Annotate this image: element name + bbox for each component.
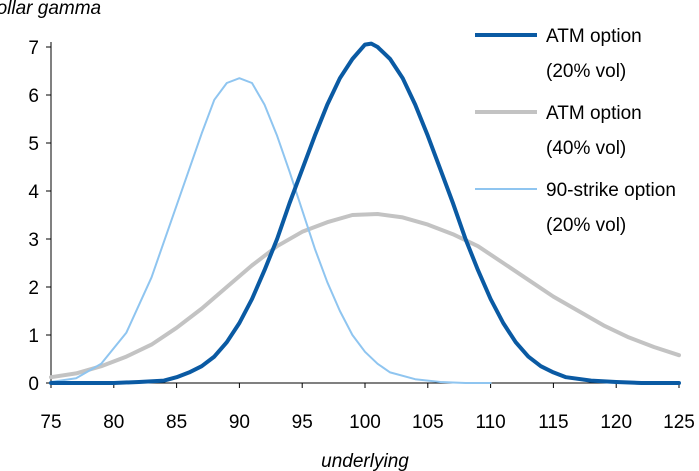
legend-label-2: (40% vol) bbox=[546, 138, 626, 159]
series-layer bbox=[49, 41, 681, 385]
legend-label-3: (20% vol) bbox=[546, 215, 626, 236]
x-tick-label: 95 bbox=[292, 412, 313, 433]
y-tick-label: 2 bbox=[28, 278, 39, 299]
x-tick-label: 115 bbox=[538, 412, 568, 433]
y-tick-label: 1 bbox=[28, 326, 39, 347]
y-tick-label: 6 bbox=[28, 86, 39, 107]
legend-label-1: (20% vol) bbox=[546, 61, 626, 82]
x-tick-label: 75 bbox=[40, 412, 61, 433]
x-tick-label: 110 bbox=[475, 412, 505, 433]
legend-label-1: ATM option bbox=[546, 26, 642, 47]
series-line-2 bbox=[49, 212, 681, 380]
y-tick-label: 3 bbox=[28, 230, 39, 251]
y-tick-label: 0 bbox=[28, 374, 39, 395]
axes: 0 1 2 3 4 5 6 7 75 80 85 90 95 100 105 110 115 120 125 bbox=[28, 38, 694, 433]
legend: ATM option (20% vol) ATM option (40% vol) 90… bbox=[475, 26, 676, 236]
y-tick-label: 4 bbox=[28, 182, 39, 203]
y-tick-label: 7 bbox=[28, 38, 39, 59]
x-tick-label: 100 bbox=[349, 412, 381, 433]
y-tick-label: 5 bbox=[28, 134, 39, 155]
x-tick-label: 80 bbox=[103, 412, 124, 433]
legend-label-2: ATM option bbox=[546, 103, 642, 124]
x-tick-label: 90 bbox=[229, 412, 250, 433]
x-tick-label: 85 bbox=[166, 412, 187, 433]
legend-label-3: 90-strike option bbox=[546, 180, 676, 201]
x-axis-title: underlying bbox=[321, 451, 409, 471]
x-tick-label: 120 bbox=[600, 412, 632, 433]
y-axis-title: dollar gamma bbox=[0, 0, 101, 19]
x-tick-label: 105 bbox=[412, 412, 444, 433]
series-line-3 bbox=[50, 77, 492, 384]
x-tick-label: 125 bbox=[663, 412, 695, 433]
series-line-1 bbox=[49, 41, 681, 385]
